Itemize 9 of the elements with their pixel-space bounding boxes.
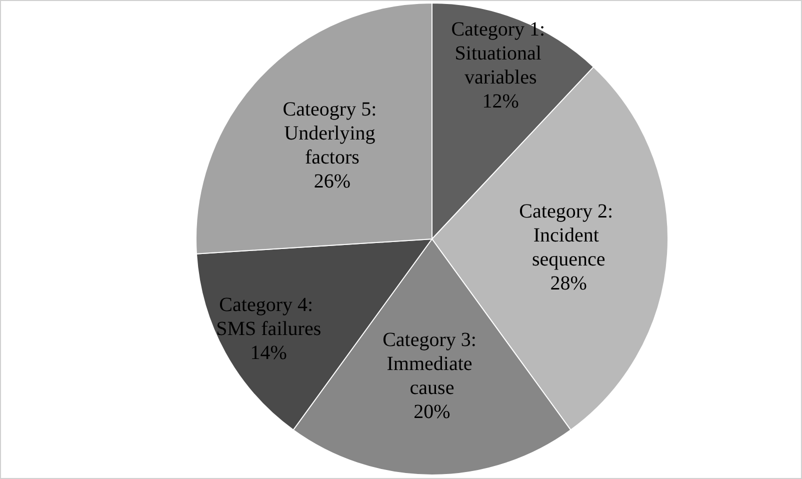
slice-label: Cateogry 5: Underlying factors (282, 98, 382, 168)
slice-label: Category 4: SMS failures (216, 294, 322, 340)
data-label: 26% (314, 170, 351, 192)
data-label: 28% (550, 272, 587, 295)
data-label: 14% (250, 342, 287, 364)
data-label: 12% (482, 90, 519, 113)
slice-label: Category 3: Immediate cause (382, 328, 482, 399)
data-label: 20% (414, 400, 450, 423)
slice-label: Category 2: Incident sequence (519, 200, 618, 271)
